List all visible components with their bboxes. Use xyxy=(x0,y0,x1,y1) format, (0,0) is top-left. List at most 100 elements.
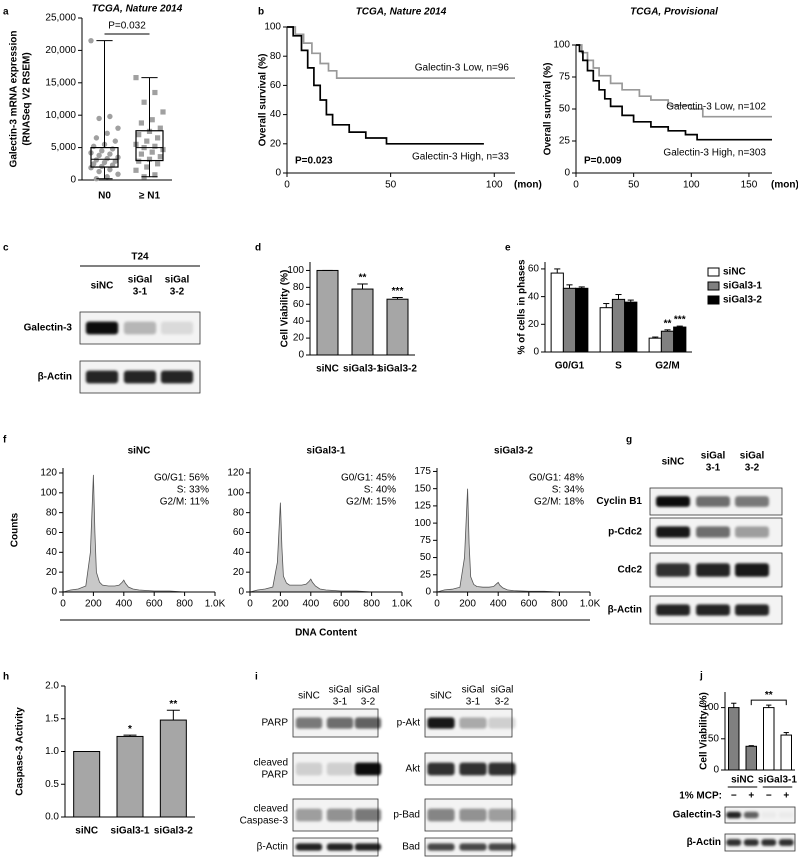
lane-label: siNC xyxy=(430,691,452,702)
bar xyxy=(599,307,613,353)
y-tick-label: 20,000 xyxy=(45,45,76,56)
category-label: S xyxy=(615,361,622,372)
x-tick-label: 100 xyxy=(486,180,503,191)
bar xyxy=(386,298,409,356)
x-tick-label: 0 xyxy=(573,180,579,191)
data-point xyxy=(104,174,110,180)
category-label: siGal3-1 xyxy=(343,364,382,375)
y-tick-label: 40 xyxy=(528,291,540,302)
survival-curve xyxy=(576,44,772,141)
data-point xyxy=(138,151,144,157)
y-axis-label: Counts xyxy=(10,512,21,547)
bar xyxy=(745,745,757,771)
row-label: Bad xyxy=(402,842,420,853)
treatment: + xyxy=(783,791,789,802)
blot-band xyxy=(696,604,730,616)
p-value: P=0.009 xyxy=(584,156,622,167)
blot-band xyxy=(295,808,323,822)
blot-frame xyxy=(724,833,796,852)
phase-stat: G0/G1: 45% xyxy=(341,473,396,484)
y-tick-label: 80 xyxy=(270,51,282,62)
series-label: Galectin-3 Low, n=102 xyxy=(666,101,766,112)
box xyxy=(90,147,119,168)
significance: ** xyxy=(359,273,367,284)
data-point xyxy=(144,164,150,170)
row-label: β-Actin xyxy=(687,837,721,848)
y-tick-label: 175 xyxy=(414,466,431,477)
blot-band xyxy=(726,811,742,819)
blot-band xyxy=(326,762,354,776)
x-tick-label: 200 xyxy=(85,599,102,610)
data-point xyxy=(155,135,161,141)
category-label: ≥ N1 xyxy=(139,191,160,202)
p-value: P=0.032 xyxy=(108,21,146,32)
x-tick-label: 0 xyxy=(284,180,290,191)
blot-band xyxy=(696,496,730,507)
y-tick-label: 100 xyxy=(553,40,570,51)
row-label: p-Cdc2 xyxy=(608,527,642,538)
y-axis-label: Overall survival (%) xyxy=(258,54,269,147)
bar xyxy=(624,301,638,353)
blot-band xyxy=(160,321,194,335)
chart-title: siNC xyxy=(128,446,151,457)
histogram xyxy=(249,502,402,593)
chart-title: siGal3-1 xyxy=(307,446,346,457)
y-tick-label: 60 xyxy=(46,527,58,538)
y-tick-label: 0 xyxy=(51,587,57,598)
lane-label: siNC xyxy=(662,457,685,468)
row-label: Caspase-3 xyxy=(240,816,289,827)
x-tick-label: 600 xyxy=(146,599,163,610)
panel-letter: h xyxy=(3,672,9,683)
blot-band xyxy=(726,839,742,846)
group-label: siNC xyxy=(731,775,754,786)
x-tick-label: 800 xyxy=(551,599,568,610)
blot-band xyxy=(85,321,119,335)
y-tick-label: 0 xyxy=(70,175,76,186)
data-point xyxy=(146,128,153,134)
y-tick-label: 0 xyxy=(713,765,719,776)
x-tick-label: 400 xyxy=(115,599,132,610)
bar xyxy=(159,719,187,818)
significance: *** xyxy=(392,286,404,297)
x-tick-label: 50 xyxy=(385,180,397,191)
blot-band xyxy=(427,762,455,776)
x-tick-label: 1.0K xyxy=(392,599,413,610)
row-label: p-Akt xyxy=(397,718,421,729)
row-label: β-Actin xyxy=(257,842,288,853)
data-point xyxy=(115,171,121,177)
legend-swatch xyxy=(707,267,720,277)
x-tick-label: 800 xyxy=(363,599,380,610)
y-tick-label: 1.5 xyxy=(45,713,59,724)
x-axis-label: DNA Content xyxy=(295,628,358,639)
data-point xyxy=(133,75,139,81)
y-tick-label: 80 xyxy=(233,507,245,518)
row-label: PARP xyxy=(262,718,289,729)
y-axis-label: Caspase-3 Activity xyxy=(15,707,26,796)
x-tick-label: 0 xyxy=(60,599,66,610)
blot-band xyxy=(427,717,455,729)
y-tick-label: 0.0 xyxy=(45,812,59,823)
y-tick-label: 50 xyxy=(559,104,571,115)
y-tick-label: 60 xyxy=(293,299,305,310)
row-label: Cyclin B1 xyxy=(596,496,642,507)
blot-band xyxy=(488,762,516,776)
y-tick-label: 0 xyxy=(533,347,539,358)
data-point xyxy=(93,157,100,163)
lane-label: siNC xyxy=(298,691,320,702)
survival-curve xyxy=(287,26,484,145)
x-unit: (mon) xyxy=(771,180,798,191)
phase-stat: S: 33% xyxy=(177,485,209,496)
data-point xyxy=(96,115,102,122)
y-tick-label: 100 xyxy=(287,265,304,276)
group-label: siGal3-1 xyxy=(758,775,797,786)
histogram xyxy=(436,488,590,593)
data-point xyxy=(104,155,110,162)
blot-band xyxy=(354,808,382,822)
chart-title: TCGA, Nature 2014 xyxy=(92,4,183,15)
category-label: siGal3-2 xyxy=(154,826,193,837)
x-tick-label: 600 xyxy=(333,599,350,610)
lane-label: siGal xyxy=(128,275,153,286)
blot-band xyxy=(326,843,354,851)
significance: * xyxy=(128,724,132,735)
blot-band xyxy=(459,717,487,729)
